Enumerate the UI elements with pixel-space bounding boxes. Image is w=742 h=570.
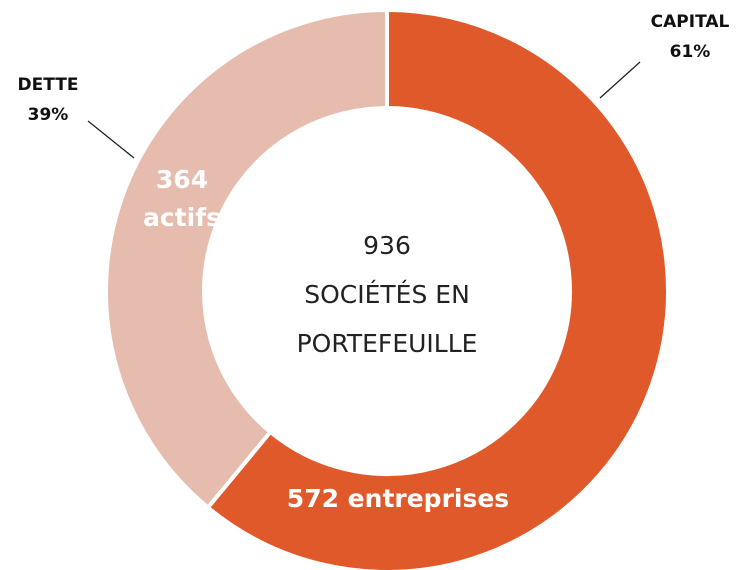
segment-label: 572 entreprises [287, 484, 509, 513]
leader-line [87, 120, 135, 159]
center-label: SOCIÉTÉS EN [304, 280, 470, 309]
donut-segment [104, 7, 389, 511]
segment-label: actifs [143, 203, 221, 232]
value-label: 61% [670, 42, 711, 62]
center-label: PORTEFEUILLE [297, 329, 478, 358]
category-label: DETTE [18, 75, 79, 95]
value-label: 39% [28, 105, 69, 125]
segment-label: 364 [156, 165, 208, 194]
center-label: 936 [363, 231, 411, 260]
leader-line [599, 61, 641, 99]
category-label: CAPITAL [651, 12, 730, 32]
donut-segment [205, 7, 670, 570]
